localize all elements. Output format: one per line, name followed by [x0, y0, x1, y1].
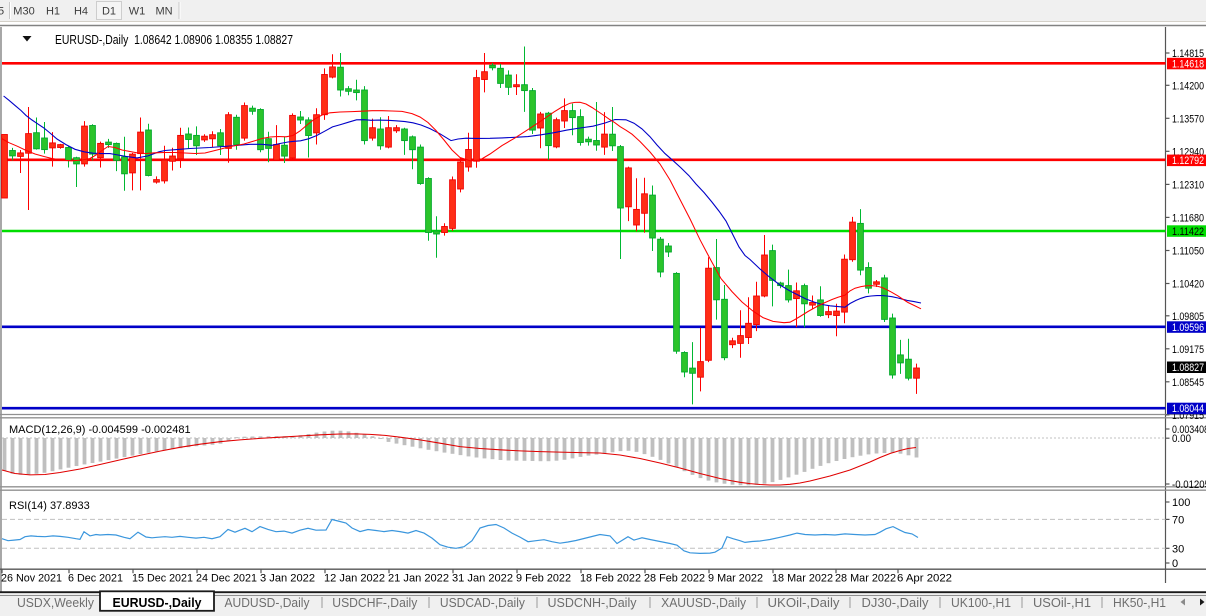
svg-text:1.09175: 1.09175	[1172, 344, 1204, 356]
svg-text:28 Feb 2022: 28 Feb 2022	[644, 573, 705, 585]
svg-text:1.12310: 1.12310	[1172, 179, 1204, 191]
svg-text:21 Jan 2022: 21 Jan 2022	[388, 573, 449, 585]
svg-text:1.14618: 1.14618	[1172, 58, 1204, 70]
svg-text:1.08545: 1.08545	[1172, 377, 1204, 389]
svg-text:M30: M30	[13, 6, 34, 18]
svg-text:DJ30-,Daily: DJ30-,Daily	[862, 595, 929, 610]
svg-text:31 Jan 2022: 31 Jan 2022	[452, 573, 513, 585]
svg-text:1.08827: 1.08827	[1172, 362, 1204, 374]
svg-text:3 Jan 2022: 3 Jan 2022	[260, 573, 315, 585]
svg-text:30: 30	[1172, 543, 1184, 555]
svg-text:USDCNH-,Daily: USDCNH-,Daily	[548, 595, 637, 610]
svg-text:H4: H4	[74, 6, 88, 18]
svg-text:USOil-,H1: USOil-,H1	[1033, 595, 1091, 610]
svg-text:24 Dec 2021: 24 Dec 2021	[196, 573, 257, 585]
svg-text:15 Dec 2021: 15 Dec 2021	[132, 573, 193, 585]
svg-text:5: 5	[0, 6, 4, 18]
svg-text:100: 100	[1172, 497, 1190, 509]
svg-text:1.09805: 1.09805	[1172, 311, 1204, 323]
svg-text:USDCHF-,Daily: USDCHF-,Daily	[332, 595, 417, 610]
svg-text:1.11422: 1.11422	[1172, 226, 1204, 238]
svg-text:6 Dec 2021: 6 Dec 2021	[68, 573, 123, 585]
svg-text:UKOil-,Daily: UKOil-,Daily	[768, 595, 840, 610]
svg-text:-0.01205: -0.01205	[1172, 479, 1206, 491]
svg-text:MN: MN	[155, 6, 172, 18]
svg-text:USDCAD-,Daily: USDCAD-,Daily	[440, 595, 525, 610]
svg-text:0: 0	[1172, 558, 1178, 570]
svg-text:W1: W1	[129, 6, 146, 18]
svg-text:EURUSD-,Daily: EURUSD-,Daily	[113, 595, 203, 610]
svg-text:1.14815: 1.14815	[1172, 48, 1204, 60]
svg-text:MACD(12,26,9) -0.004599 -0.002: MACD(12,26,9) -0.004599 -0.002481	[9, 424, 191, 436]
svg-text:USDX,Weekly: USDX,Weekly	[17, 595, 94, 610]
svg-text:0.003408: 0.003408	[1172, 424, 1206, 436]
svg-text:1.10420: 1.10420	[1172, 279, 1204, 291]
svg-text:28 Mar 2022: 28 Mar 2022	[835, 573, 896, 585]
svg-text:9 Feb 2022: 9 Feb 2022	[516, 573, 571, 585]
svg-text:D1: D1	[102, 6, 116, 18]
svg-text:26 Nov 2021: 26 Nov 2021	[1, 573, 62, 585]
svg-text:1.09596: 1.09596	[1172, 322, 1204, 334]
svg-text:9 Mar 2022: 9 Mar 2022	[708, 573, 763, 585]
svg-text:1.11680: 1.11680	[1172, 212, 1204, 224]
svg-text:RSI(14) 37.8933: RSI(14) 37.8933	[9, 500, 90, 512]
svg-text:EURUSD-,Daily 1.08642 1.08906: EURUSD-,Daily 1.08642 1.08906 1.08355 1.…	[55, 33, 293, 47]
svg-text:18 Feb 2022: 18 Feb 2022	[580, 573, 641, 585]
svg-text:1.14200: 1.14200	[1172, 80, 1204, 92]
svg-text:1.13570: 1.13570	[1172, 113, 1204, 125]
svg-text:XAUUSD-,Daily: XAUUSD-,Daily	[661, 595, 746, 610]
svg-text:1.12792: 1.12792	[1172, 155, 1204, 167]
svg-text:HK50-,H1: HK50-,H1	[1113, 595, 1166, 610]
svg-text:6 Apr 2022: 6 Apr 2022	[897, 573, 952, 585]
svg-text:70: 70	[1172, 514, 1184, 526]
svg-text:AUDUSD-,Daily: AUDUSD-,Daily	[225, 595, 310, 610]
svg-text:1.11050: 1.11050	[1172, 246, 1204, 258]
svg-text:12 Jan 2022: 12 Jan 2022	[324, 573, 385, 585]
svg-text:H1: H1	[46, 6, 60, 18]
svg-text:1.08044: 1.08044	[1172, 403, 1204, 415]
svg-text:UK100-,H1: UK100-,H1	[951, 595, 1011, 610]
svg-text:0.00: 0.00	[1172, 433, 1191, 445]
svg-text:18 Mar 2022: 18 Mar 2022	[772, 573, 833, 585]
